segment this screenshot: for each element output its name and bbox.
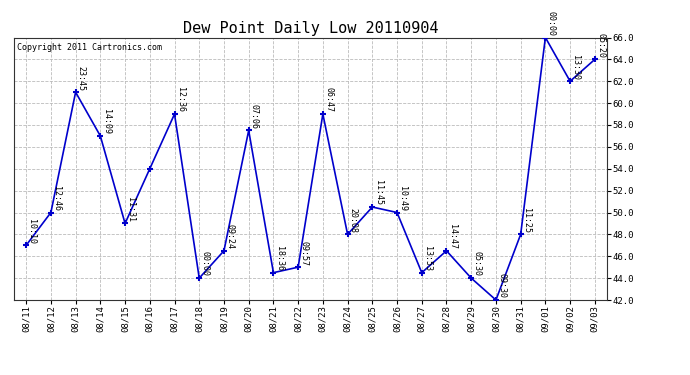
- Text: 14:09: 14:09: [101, 109, 110, 134]
- Text: 07:06: 07:06: [250, 104, 259, 129]
- Title: Dew Point Daily Low 20110904: Dew Point Daily Low 20110904: [183, 21, 438, 36]
- Text: 11:25: 11:25: [522, 208, 531, 233]
- Text: 18:36: 18:36: [275, 246, 284, 271]
- Text: 12:36: 12:36: [176, 87, 185, 112]
- Text: 00:00: 00:00: [546, 11, 555, 36]
- Text: 00:00: 00:00: [201, 252, 210, 276]
- Text: 20:08: 20:08: [349, 208, 358, 233]
- Text: 09:57: 09:57: [299, 240, 308, 266]
- Text: 13:53: 13:53: [423, 246, 432, 271]
- Text: 14:47: 14:47: [448, 224, 457, 249]
- Text: 09:24: 09:24: [225, 224, 234, 249]
- Text: 13:30: 13:30: [571, 55, 580, 80]
- Text: 23:45: 23:45: [77, 66, 86, 90]
- Text: 11:45: 11:45: [373, 180, 382, 206]
- Text: 09:30: 09:30: [497, 273, 506, 298]
- Text: 12:46: 12:46: [52, 186, 61, 211]
- Text: 11:31: 11:31: [126, 197, 135, 222]
- Text: 10:49: 10:49: [398, 186, 407, 211]
- Text: 06:47: 06:47: [324, 87, 333, 112]
- Text: 05:30: 05:30: [473, 252, 482, 276]
- Text: 05:20: 05:20: [596, 33, 605, 58]
- Text: 10:10: 10:10: [28, 219, 37, 244]
- Text: Copyright 2011 Cartronics.com: Copyright 2011 Cartronics.com: [17, 43, 161, 52]
